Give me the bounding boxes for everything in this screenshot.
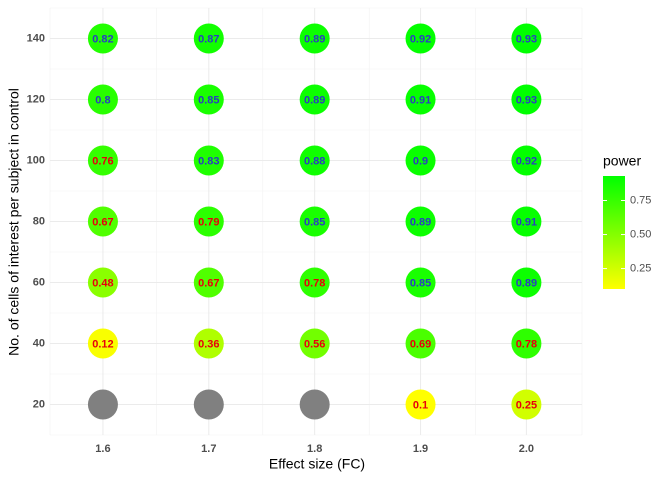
dot [193,389,224,420]
dot [299,389,330,420]
value-label: 0.25 [516,399,537,411]
dot [511,145,542,176]
value-label: 0.91 [410,94,431,106]
value-label: 0.92 [410,33,431,45]
dot [299,267,330,298]
value-label: 0.83 [198,155,219,167]
value-label: 0.92 [516,155,537,167]
dot [87,23,118,54]
dot [87,206,118,237]
dot [405,84,436,115]
value-label: 0.69 [410,338,431,350]
value-label: 0.36 [198,338,219,350]
value-label: 0.79 [198,216,219,228]
value-label: 0.67 [198,277,219,289]
dot [405,389,436,420]
dot [299,145,330,176]
value-label: 0.8 [95,94,110,106]
dot [511,23,542,54]
colorbar [603,176,625,289]
x-axis-title: Effect size (FC) [269,456,365,472]
dot [193,267,224,298]
value-label: 0.89 [516,277,537,289]
dot [405,328,436,359]
value-label: 0.67 [92,216,113,228]
y-tick-label: 60 [33,276,45,288]
dot [405,145,436,176]
x-tick-label: 1.9 [413,443,428,455]
value-label: 0.82 [92,33,113,45]
y-tick-label: 140 [27,32,45,44]
value-label: 0.78 [516,338,537,350]
dot [87,267,118,298]
dot [405,206,436,237]
dot [193,84,224,115]
value-label: 0.89 [304,94,325,106]
y-tick-label: 100 [27,154,45,166]
value-label: 0.1 [413,399,428,411]
y-axis-title: No. of cells of interest per subject in … [6,88,22,356]
dot [511,84,542,115]
dot [299,23,330,54]
x-tick-label: 1.8 [307,443,322,455]
x-tick-label: 1.6 [95,443,110,455]
value-label: 0.91 [516,216,537,228]
dot [87,328,118,359]
value-label: 0.93 [516,94,537,106]
colorbar-tick-label: 0.75 [630,194,651,206]
value-label: 0.85 [198,94,219,106]
dot [405,23,436,54]
dot [511,389,542,420]
value-label: 0.85 [304,216,325,228]
value-label: 0.89 [304,33,325,45]
legend-title: power [603,153,641,169]
y-tick-label: 80 [33,215,45,227]
dot [299,206,330,237]
value-label: 0.12 [92,338,113,350]
value-label: 0.76 [92,155,113,167]
dot [193,145,224,176]
x-tick-label: 1.7 [201,443,216,455]
dot [299,84,330,115]
y-tick-label: 20 [33,398,45,410]
value-label: 0.87 [198,33,219,45]
value-label: 0.88 [304,155,325,167]
value-label: 0.78 [304,277,325,289]
dot [511,267,542,298]
y-tick-label: 120 [27,93,45,105]
colorbar-tick-label: 0.50 [630,228,651,240]
dot [87,389,118,420]
value-label: 0.9 [413,155,428,167]
dot [193,206,224,237]
value-label: 0.56 [304,338,325,350]
dot [405,267,436,298]
dot [511,206,542,237]
dot [511,328,542,359]
colorbar-tick-label: 0.25 [630,262,651,274]
x-tick-label: 2.0 [519,443,534,455]
dot [87,145,118,176]
dot [193,23,224,54]
value-label: 0.85 [410,277,431,289]
dot [299,328,330,359]
dot [193,328,224,359]
value-label: 0.48 [92,277,113,289]
dot [87,84,118,115]
value-label: 0.89 [410,216,431,228]
y-tick-label: 40 [33,337,45,349]
value-label: 0.93 [516,33,537,45]
